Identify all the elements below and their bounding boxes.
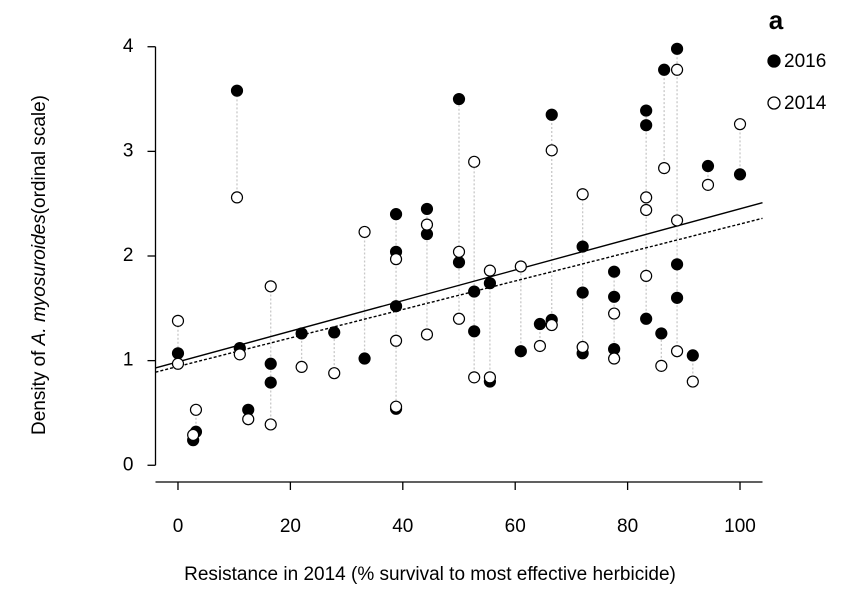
point [420,328,434,341]
point [608,307,621,320]
point [264,280,277,293]
y-tick-label: 3 [123,140,134,161]
point [640,104,653,117]
point [545,144,558,157]
point [295,327,308,340]
point [452,92,466,106]
point [640,191,653,204]
point [514,345,527,358]
panel-label: a [769,5,784,35]
point [242,413,255,426]
point [452,312,466,325]
point [468,325,481,338]
point [189,403,203,416]
point [576,240,589,253]
point [608,265,621,278]
point [468,155,481,168]
point [420,202,434,216]
point [389,208,403,221]
point [576,188,589,201]
point [230,191,244,204]
point [233,348,246,361]
point [389,253,403,266]
point [733,168,747,181]
point [187,428,200,442]
point [576,340,589,354]
point [670,214,684,227]
point [701,178,715,191]
point [655,359,668,372]
point [545,108,558,121]
point [483,371,497,384]
point [328,367,341,380]
point [358,352,371,365]
point [655,327,668,340]
point [483,264,497,277]
point [640,269,653,282]
legend-label: 2016 [784,51,826,72]
point [389,300,403,313]
point [658,162,671,175]
point [670,42,684,55]
legend-marker [767,96,781,110]
point [576,286,589,299]
point [640,203,653,217]
point [468,371,481,384]
x-tick-label: 20 [280,516,301,537]
y-label-part: A. myosuroides [29,214,50,346]
point [658,63,671,76]
y-tick-label: 4 [123,36,134,57]
point [468,285,481,298]
legend-label: 2014 [784,93,827,114]
fit-line [155,201,763,369]
point [640,312,653,325]
point [295,360,308,374]
point [452,256,466,269]
point [545,318,558,332]
point [171,347,185,360]
y-tick-label: 2 [123,245,134,266]
y-axis-label: Density of A. myosuroides(ordinal scale) [29,95,50,435]
x-tick-label: 100 [724,516,756,537]
point [483,277,497,290]
point [389,334,403,347]
point [670,258,684,271]
point [733,118,747,131]
point [264,357,277,370]
point [264,418,277,431]
point [608,352,621,365]
point [533,317,547,331]
point [452,245,466,258]
point [171,314,185,327]
point [533,339,547,353]
point [389,400,403,413]
x-tick-label: 40 [392,516,413,537]
legend-marker [767,54,781,68]
point [670,345,684,358]
point [608,290,621,303]
x-tick-label: 80 [617,516,638,537]
point [514,260,527,273]
point [686,375,699,388]
point [701,159,715,173]
point [670,291,684,304]
x-tick-label: 60 [505,516,526,537]
point [420,218,434,231]
y-label-part: Density of [29,345,50,435]
point [230,84,244,97]
point [171,357,185,370]
point [328,326,341,339]
x-tick-label: 0 [173,516,184,537]
fit-line [155,217,763,373]
point [358,225,371,239]
point [670,63,684,76]
y-tick-label: 1 [123,350,134,371]
point [640,119,653,132]
point [686,349,699,362]
x-axis-label: Resistance in 2014 (% survival to most e… [184,564,676,585]
y-label-part: (ordinal scale) [29,95,50,214]
y-tick-label: 0 [123,454,134,475]
point [264,376,277,389]
